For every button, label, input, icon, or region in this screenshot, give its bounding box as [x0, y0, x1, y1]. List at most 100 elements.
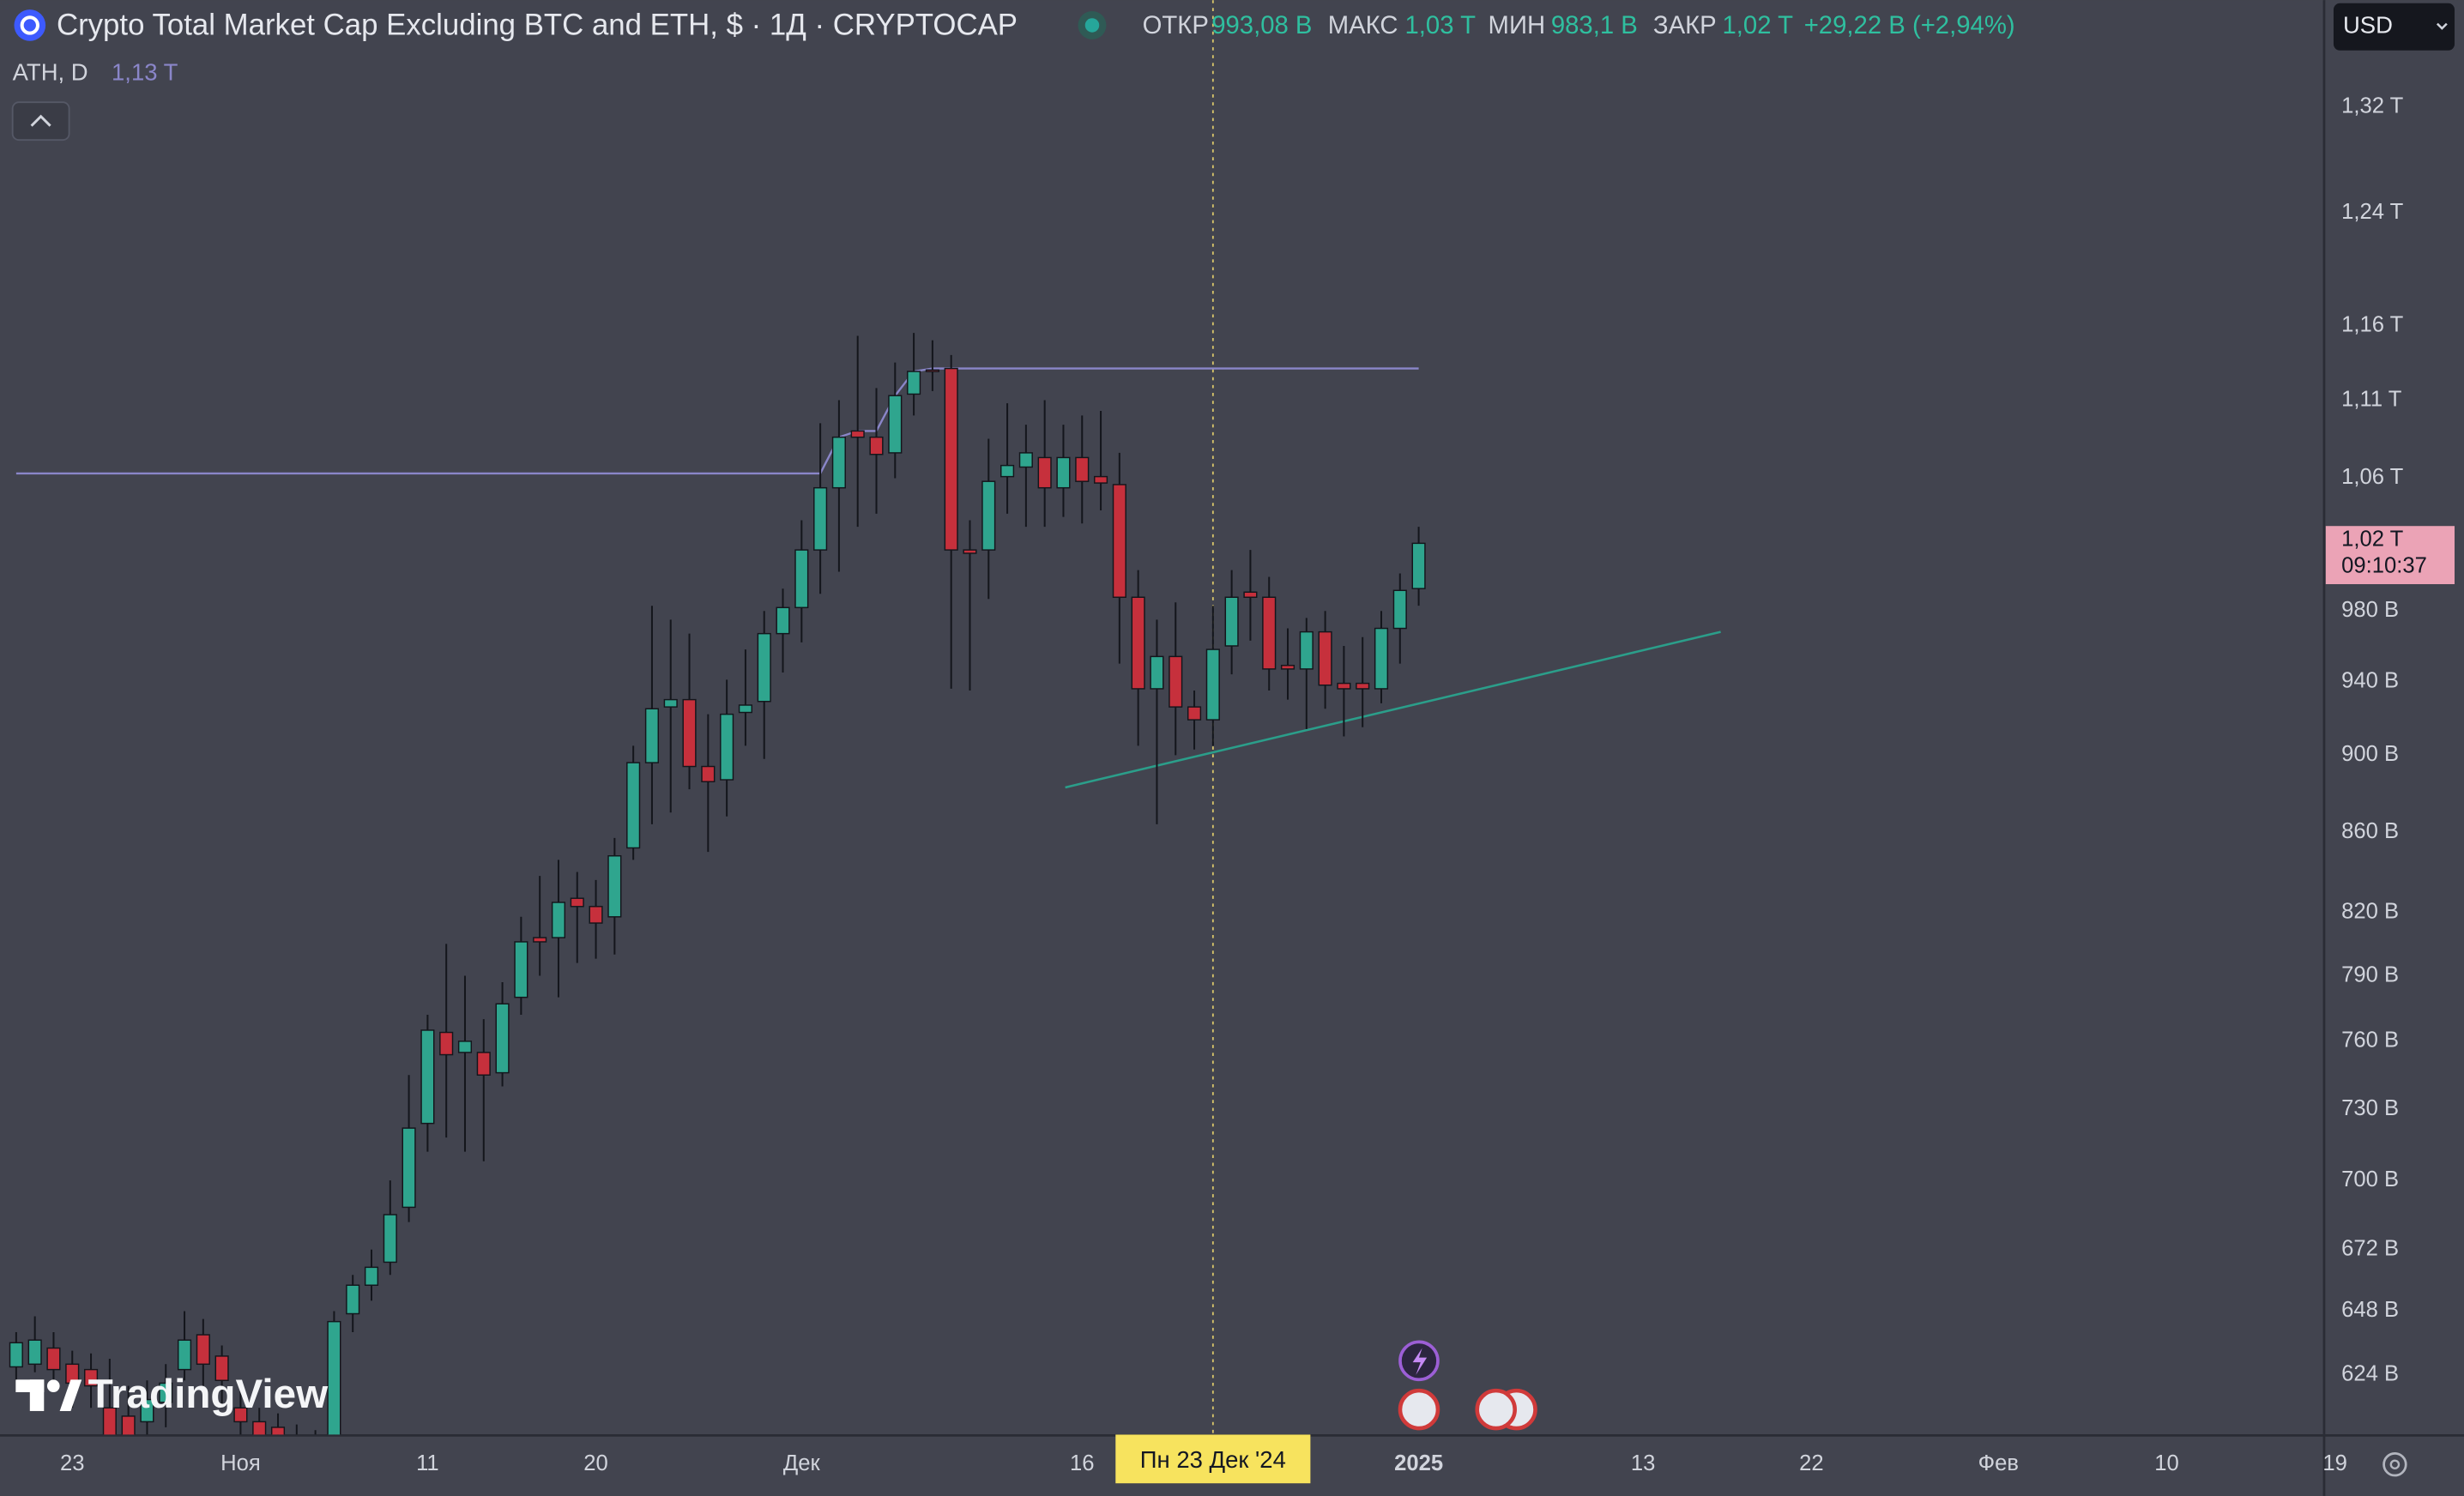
- logo-part: [29, 1379, 45, 1411]
- y-tick-label: 1,16 T: [2341, 312, 2404, 336]
- y-tick-label: 980 B: [2341, 598, 2399, 622]
- candle-body: [270, 1427, 286, 1435]
- last-price-countdown: 09:10:37: [2341, 554, 2427, 578]
- candle-body: [1169, 655, 1183, 708]
- event-flag-us[interactable]: [1475, 1388, 1517, 1431]
- candle-body: [663, 698, 678, 708]
- candle-body: [1318, 630, 1332, 686]
- ohlc-label: ОТКР: [1143, 11, 1209, 39]
- y-tick-label: 820 B: [2341, 900, 2399, 924]
- candle-body: [1356, 682, 1370, 690]
- candle-body: [533, 937, 547, 943]
- crosshair-label-box: [1115, 1434, 1311, 1484]
- y-tick-label: 860 B: [2341, 819, 2399, 843]
- y-tick-label: 1,06 T: [2341, 465, 2404, 489]
- x-tick-label: Дек: [783, 1451, 821, 1475]
- candle-body: [1000, 464, 1015, 478]
- chart-title: Crypto Total Market Cap Excluding BTC an…: [57, 8, 1018, 41]
- candle-body: [346, 1284, 360, 1315]
- candle-body: [776, 606, 790, 635]
- collapse-button[interactable]: [11, 101, 70, 142]
- candle-body: [27, 1339, 42, 1366]
- trend-line: [1065, 630, 1721, 789]
- candle-body: [252, 1421, 267, 1435]
- candle-body: [570, 897, 584, 908]
- candle-body: [963, 549, 977, 554]
- candle-body: [813, 486, 828, 551]
- candle-body: [1112, 484, 1126, 598]
- x-tick-label: 10: [2154, 1451, 2179, 1475]
- candle-body: [476, 1052, 491, 1076]
- candle-body: [720, 713, 734, 781]
- y-tick-label: 940 B: [2341, 668, 2399, 692]
- candle-body: [1262, 596, 1277, 670]
- candle-body: [140, 1398, 154, 1423]
- y-tick-label: 790 B: [2341, 962, 2399, 986]
- candle-body: [1411, 542, 1426, 589]
- candle-body: [551, 902, 566, 938]
- y-tick-label: 730 B: [2341, 1096, 2399, 1120]
- candle-body: [402, 1127, 416, 1209]
- candle-body: [757, 632, 771, 703]
- x-tick-label: Ноя: [220, 1451, 261, 1475]
- logo-part: [59, 1379, 82, 1411]
- y-tick-label: 1,11 T: [2341, 387, 2402, 411]
- logo-part: [46, 1379, 60, 1392]
- ohlc-value: 1,02 T: [1722, 11, 1793, 39]
- x-tick-label: 23: [60, 1451, 85, 1475]
- ohlc-label: МИН: [1489, 11, 1546, 39]
- ath-value: 1,13 T: [112, 58, 178, 85]
- event-flag-us[interactable]: [1398, 1388, 1440, 1431]
- x-tick-label: 11: [416, 1451, 439, 1475]
- settings-icon-core: [2389, 1459, 2401, 1469]
- candle-body: [1131, 596, 1145, 690]
- y-tick-label: 624 B: [2341, 1362, 2399, 1386]
- y-tick-label: 672 B: [2341, 1236, 2399, 1260]
- collapse-icon: [30, 114, 51, 127]
- ohlc-value: 993,08 B: [1211, 11, 1312, 39]
- candle-body: [383, 1214, 397, 1264]
- candle-body: [46, 1347, 61, 1371]
- x-tick-label: 13: [1631, 1451, 1656, 1475]
- candle-body: [1337, 682, 1351, 690]
- watermark: TradingView: [88, 1372, 329, 1417]
- currency-button[interactable]: [2333, 3, 2455, 51]
- candle-body: [869, 436, 884, 455]
- candle-body: [196, 1334, 210, 1366]
- candle-body: [1150, 655, 1164, 690]
- change: +29,22 B (+2,94%): [1804, 11, 2015, 39]
- crosshair-label: Пн 23 Дек '24: [1140, 1446, 1286, 1473]
- candle-body: [738, 704, 752, 714]
- ohlc-label: МАКС: [1328, 11, 1398, 39]
- candle-body: [1018, 452, 1033, 468]
- candle-body: [682, 698, 697, 768]
- ohlc-label: ЗАКР: [1653, 11, 1717, 39]
- candle-body: [495, 1003, 510, 1074]
- candle-body: [907, 371, 921, 395]
- candle-body: [607, 855, 622, 918]
- settings-icon[interactable]: [2382, 1452, 2407, 1477]
- ath-line: [15, 367, 1419, 475]
- x-tick-label: 2025: [1394, 1451, 1443, 1475]
- candle-body: [102, 1407, 117, 1435]
- candle-body: [1205, 648, 1220, 721]
- candle-body: [701, 765, 716, 782]
- ohlc-value: 1,03 T: [1404, 11, 1476, 39]
- candle-body: [1075, 456, 1090, 482]
- candle-body: [944, 367, 958, 551]
- y-tick-label: 760 B: [2341, 1028, 2399, 1053]
- y-tick-label: 700 B: [2341, 1167, 2399, 1191]
- candle-body: [888, 395, 903, 454]
- last-price-box: [2325, 526, 2455, 584]
- event-lightning: [1412, 1348, 1428, 1375]
- ohlc-value: 983,1 B: [1551, 11, 1638, 39]
- candle-body: [1224, 596, 1239, 647]
- symbol-logo-mark: [20, 15, 39, 35]
- y-tick-label: 1,32 T: [2341, 94, 2404, 118]
- candle-body: [83, 1368, 99, 1387]
- watermark-logo: [15, 1379, 82, 1411]
- plot-area: [9, 0, 1721, 1435]
- candle-body: [831, 436, 846, 489]
